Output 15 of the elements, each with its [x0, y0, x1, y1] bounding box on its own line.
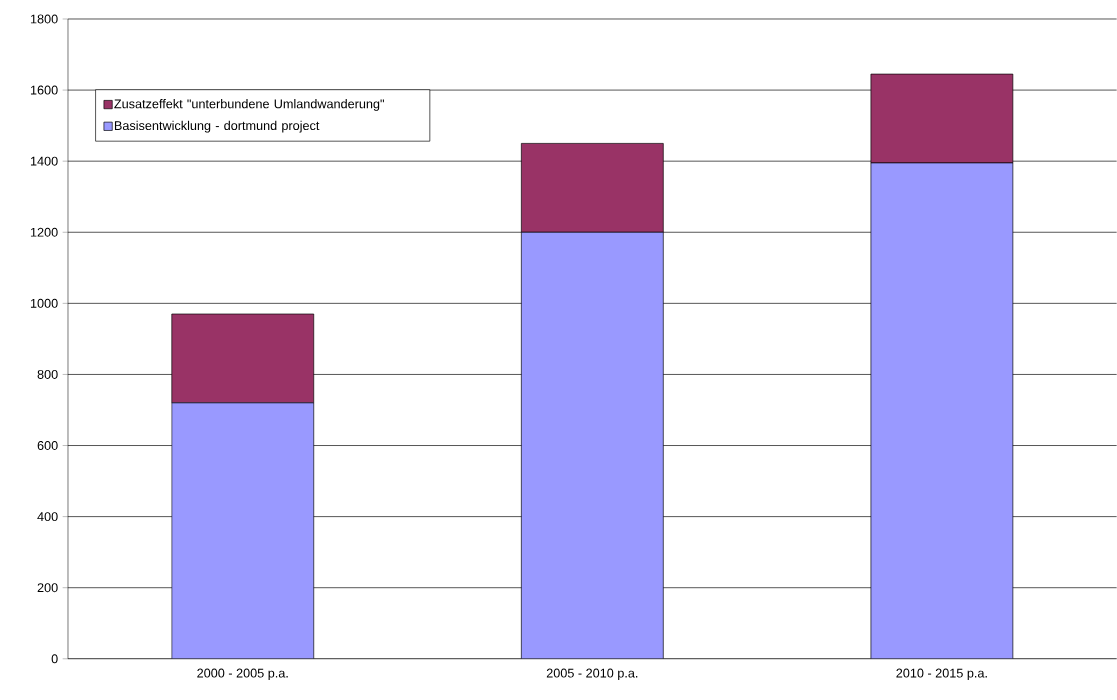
y-tick-label: 200: [37, 583, 58, 593]
x-tick-label: 2000 - 2005 p.a.: [197, 668, 288, 681]
y-tick-label: 1600: [30, 85, 58, 95]
legend-label: Basisentwicklung - dortmund project: [114, 120, 320, 133]
legend-label: Zusatzeffekt "unterbundene Umlandwanderung": [114, 99, 384, 111]
y-tick-label: 600: [37, 441, 58, 451]
x-tick-label: 2005 - 2010 p.a.: [546, 668, 638, 681]
y-tick-label: 0: [51, 654, 58, 664]
y-tick-label: 400: [37, 512, 58, 522]
y-tick-label: 1400: [30, 156, 58, 166]
y-tick-label: 1800: [30, 14, 58, 24]
y-tick-label: 1200: [30, 227, 58, 237]
x-tick-label: 2010 - 2015 p.a.: [896, 668, 987, 681]
y-tick-label: 1000: [30, 298, 58, 308]
y-tick-label: 800: [37, 370, 58, 380]
